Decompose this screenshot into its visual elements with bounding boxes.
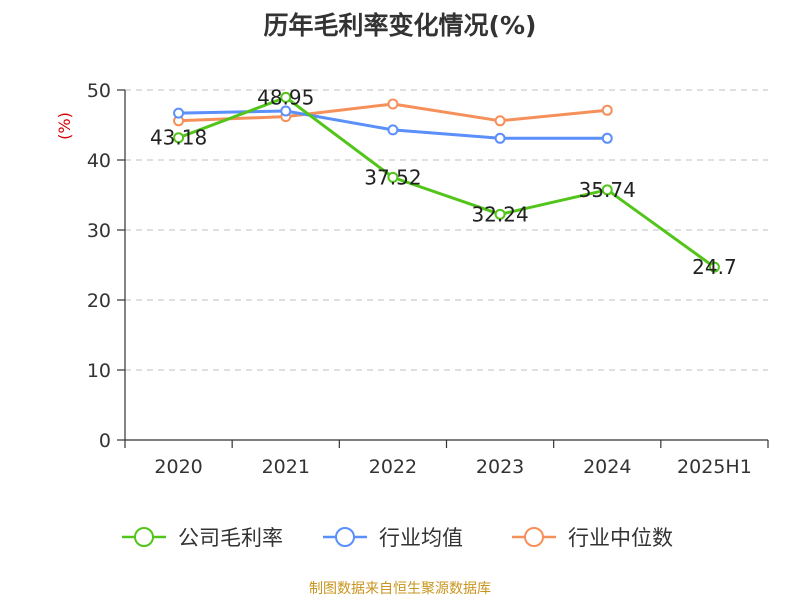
x-tick-label: 2020 <box>154 456 202 478</box>
x-tick-label: 2022 <box>369 456 417 478</box>
data-point <box>280 91 292 103</box>
data-point <box>601 132 613 144</box>
data-label: 43.18 <box>150 126 207 150</box>
legend-label: 公司毛利率 <box>178 526 283 550</box>
data-point <box>387 124 399 136</box>
legend-label: 行业中位数 <box>568 526 673 550</box>
legend-marker <box>335 527 355 547</box>
data-point <box>173 107 185 119</box>
legend-label: 行业均值 <box>379 526 463 550</box>
legend: 公司毛利率 行业均值 行业中位数 <box>122 526 673 550</box>
series-points <box>173 91 720 273</box>
data-point <box>387 98 399 110</box>
y-tick-label: 0 <box>99 430 111 452</box>
legend-item: 行业中位数 <box>512 526 673 550</box>
legend-item: 行业均值 <box>323 526 463 550</box>
y-tick-label: 20 <box>87 290 111 312</box>
y-tick-label: 50 <box>87 80 111 102</box>
series-line-1 <box>178 95 716 269</box>
legend-item: 公司毛利率 <box>122 526 283 550</box>
data-point <box>601 104 613 116</box>
x-tick-label: 2024 <box>583 456 631 478</box>
axes: 0 10 20 30 40 50 (%) 2020 2021 2022 2023 2024 2025H1 <box>55 80 769 478</box>
data-point <box>494 132 506 144</box>
y-tick-label: 30 <box>87 220 111 242</box>
grid-lines <box>125 89 768 371</box>
data-label: 37.52 <box>364 165 421 189</box>
data-label: 32.24 <box>471 202 528 226</box>
legend-marker <box>134 527 154 547</box>
y-tick-label: 10 <box>87 360 111 382</box>
data-point <box>708 261 720 273</box>
data-label: 35.74 <box>579 178 636 202</box>
source-note: 制图数据来自恒生聚源数据库 <box>309 581 491 597</box>
data-point <box>494 208 506 220</box>
data-label: 24.7 <box>692 255 737 279</box>
chart-title: 历年毛利率变化情况(%) <box>263 11 537 40</box>
y-axis-label: (%) <box>55 112 74 140</box>
data-point <box>280 105 292 117</box>
data-point <box>173 132 185 144</box>
legend-marker <box>524 527 544 547</box>
x-tick-label: 2023 <box>476 456 524 478</box>
data-point <box>387 171 399 183</box>
data-point <box>494 115 506 127</box>
data-label: 48.95 <box>257 85 314 109</box>
data-point <box>601 184 613 196</box>
data-labels: 43.18 48.95 37.52 32.24 35.74 24.7 <box>150 85 737 279</box>
y-tick-label: 40 <box>87 150 111 172</box>
x-tick-label: 2021 <box>262 456 310 478</box>
x-tick-label: 2025H1 <box>677 456 752 478</box>
